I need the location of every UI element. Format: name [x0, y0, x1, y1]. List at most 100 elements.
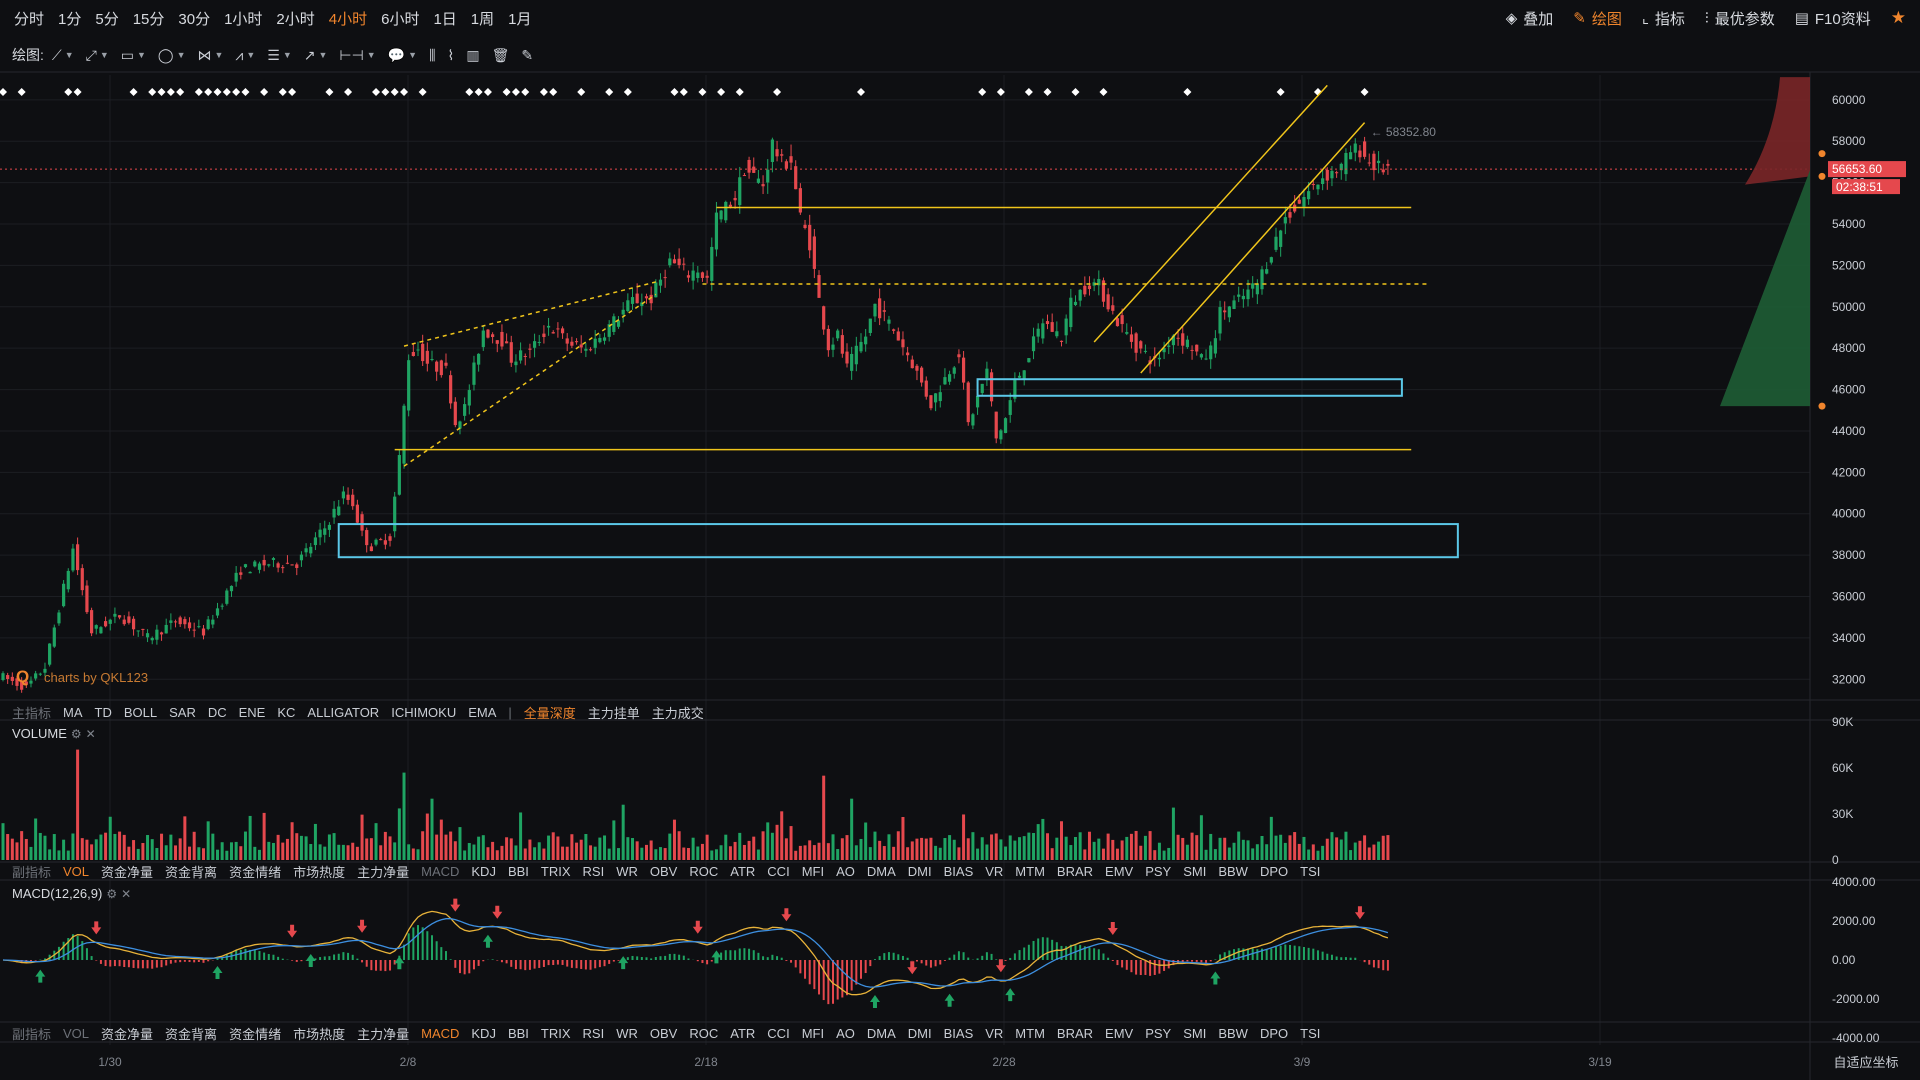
- indicator-tab[interactable]: TRIX: [540, 863, 571, 879]
- close-icon[interactable]: ✕: [121, 887, 132, 901]
- indicator-tab[interactable]: 资金情绪: [229, 1026, 282, 1042]
- indicator-tab[interactable]: ENE: [238, 704, 266, 720]
- rect-tool[interactable]: ▭ ▼: [120, 46, 146, 63]
- gear-icon[interactable]: ⚙: [70, 727, 82, 741]
- chart-tool[interactable]: ⌇: [447, 46, 455, 63]
- indicator-tab[interactable]: AO: [836, 1025, 855, 1041]
- depth-tab[interactable]: 主力挂单: [587, 705, 640, 721]
- indicator-tab[interactable]: BBI: [507, 863, 529, 879]
- period-tab[interactable]: 4小时: [328, 10, 368, 28]
- indicator-tab[interactable]: DPO: [1259, 1025, 1289, 1041]
- indicator-tab[interactable]: 市场热度: [293, 1026, 346, 1042]
- indicator-tab[interactable]: KDJ: [471, 863, 496, 879]
- indicator-tab[interactable]: MACD: [421, 863, 460, 879]
- indicator-tab[interactable]: MFI: [801, 1025, 825, 1041]
- measure-tool[interactable]: ⊢⊣ ▼: [339, 46, 376, 63]
- indicator-tab[interactable]: 资金情绪: [229, 864, 282, 880]
- gear-icon[interactable]: ⚙: [106, 887, 118, 901]
- indicator-tab[interactable]: BIAS: [943, 1025, 974, 1041]
- indicator-tab[interactable]: 主力净量: [357, 1026, 410, 1042]
- indicator-tab[interactable]: EMA: [468, 704, 497, 720]
- period-tab[interactable]: 1日: [433, 10, 457, 28]
- indicator-tab[interactable]: ICHIMOKU: [391, 704, 457, 720]
- indicator-tab[interactable]: DMA: [866, 1025, 896, 1041]
- indicator-tab[interactable]: TSI: [1300, 1025, 1321, 1041]
- indicator-tab[interactable]: VOL: [63, 1025, 90, 1041]
- indicator-tab[interactable]: PSY: [1145, 1025, 1172, 1041]
- indicator-tab[interactable]: ATR: [730, 1025, 756, 1041]
- indicator-tab[interactable]: VR: [985, 1025, 1004, 1041]
- indicator-tab[interactable]: DMI: [907, 1025, 932, 1041]
- indicator-tab[interactable]: BBW: [1218, 1025, 1248, 1041]
- period-tab[interactable]: 15分: [132, 10, 165, 28]
- indicator-tab[interactable]: DMI: [907, 863, 932, 879]
- indicator-tab[interactable]: DMA: [866, 863, 896, 879]
- note-tool[interactable]: 💬 ▼: [387, 46, 418, 63]
- fib-tool[interactable]: ☰ ▼: [267, 46, 292, 63]
- indicator-tab[interactable]: OBV: [649, 863, 678, 879]
- indicator-tab[interactable]: BRAR: [1056, 1025, 1094, 1041]
- indicator-tab[interactable]: DPO: [1259, 863, 1289, 879]
- indicator-tab[interactable]: KC: [277, 704, 296, 720]
- indicator-tab[interactable]: 资金背离: [165, 1026, 218, 1042]
- indicator-tab[interactable]: MTM: [1015, 1025, 1045, 1041]
- indicator-tab[interactable]: TSI: [1300, 863, 1321, 879]
- indicator-tab[interactable]: OBV: [649, 1025, 678, 1041]
- close-icon[interactable]: ✕: [85, 727, 96, 741]
- indicator-tab[interactable]: MACD: [421, 1025, 460, 1041]
- indicator-tab[interactable]: SMI: [1183, 1025, 1207, 1041]
- indicator-tab[interactable]: BBI: [507, 1025, 529, 1041]
- period-tab[interactable]: 6小时: [381, 10, 420, 28]
- indicator-tab[interactable]: MTM: [1015, 863, 1045, 879]
- toolbar-f10-button[interactable]: ▤ F10资料: [1795, 8, 1871, 29]
- indicator-tab[interactable]: ROC: [689, 863, 719, 879]
- brush-icon[interactable]: ✎: [521, 46, 534, 63]
- indicator-tab[interactable]: CCI: [767, 1025, 790, 1041]
- indicator-tab[interactable]: MFI: [801, 863, 825, 879]
- period-tab[interactable]: 1小时: [224, 10, 263, 28]
- indicator-tab[interactable]: DC: [207, 704, 227, 720]
- period-tab[interactable]: 1分: [58, 10, 82, 28]
- period-tab[interactable]: 5分: [95, 10, 119, 28]
- bars-tool[interactable]: ▥: [466, 46, 480, 63]
- indicator-tab[interactable]: WR: [616, 1025, 638, 1041]
- period-tab[interactable]: 30分: [178, 10, 211, 28]
- indicator-tab[interactable]: BBW: [1218, 863, 1248, 879]
- indicator-tab[interactable]: 资金净量: [101, 864, 154, 880]
- pattern-tool[interactable]: ⋈ ▼: [197, 46, 224, 63]
- line-tool[interactable]: ⟋ ▼: [51, 46, 74, 63]
- trash-icon[interactable]: 🗑: [491, 46, 510, 63]
- candle-tool[interactable]: ⫼: [429, 46, 436, 63]
- indicator-tab[interactable]: ROC: [689, 1025, 719, 1041]
- period-tab[interactable]: 分时: [14, 10, 45, 28]
- circle-tool[interactable]: ◯ ▼: [157, 46, 186, 63]
- depth-tab[interactable]: 全量深度: [523, 705, 576, 721]
- indicator-tab[interactable]: 资金净量: [101, 1026, 154, 1042]
- indicator-tab[interactable]: PSY: [1145, 863, 1172, 879]
- indicator-tab[interactable]: AO: [836, 863, 855, 879]
- wave-tool[interactable]: ⩘ ▼: [235, 46, 256, 63]
- indicator-tab[interactable]: TRIX: [540, 1025, 571, 1041]
- period-tab[interactable]: 1月: [508, 10, 532, 28]
- toolbar-pen-button[interactable]: ✎ 绘图: [1573, 8, 1622, 29]
- indicator-tab[interactable]: RSI: [582, 863, 605, 879]
- indicator-tab[interactable]: EMV: [1105, 1025, 1134, 1041]
- indicator-tab[interactable]: CCI: [767, 863, 790, 879]
- ray-tool[interactable]: ⤢ ▼: [85, 46, 109, 63]
- period-tab[interactable]: 2小时: [276, 10, 315, 28]
- indicator-tab[interactable]: BIAS: [943, 863, 974, 879]
- arrow-tool[interactable]: ↗ ▼: [303, 46, 328, 63]
- indicator-tab[interactable]: TD: [94, 704, 112, 720]
- favorite-star-icon[interactable]: ★: [1890, 8, 1906, 27]
- indicator-tab[interactable]: BOLL: [123, 704, 158, 720]
- indicator-tab[interactable]: VR: [985, 863, 1004, 879]
- indicator-tab[interactable]: SMI: [1183, 863, 1207, 879]
- indicator-tab[interactable]: WR: [616, 863, 638, 879]
- period-tab[interactable]: 1周: [470, 10, 495, 28]
- indicator-tab[interactable]: BRAR: [1056, 863, 1094, 879]
- indicator-tab[interactable]: 市场热度: [293, 864, 346, 880]
- indicator-tab[interactable]: SAR: [169, 704, 196, 720]
- indicator-tab[interactable]: KDJ: [471, 1025, 496, 1041]
- indicator-tab[interactable]: 资金背离: [165, 864, 218, 880]
